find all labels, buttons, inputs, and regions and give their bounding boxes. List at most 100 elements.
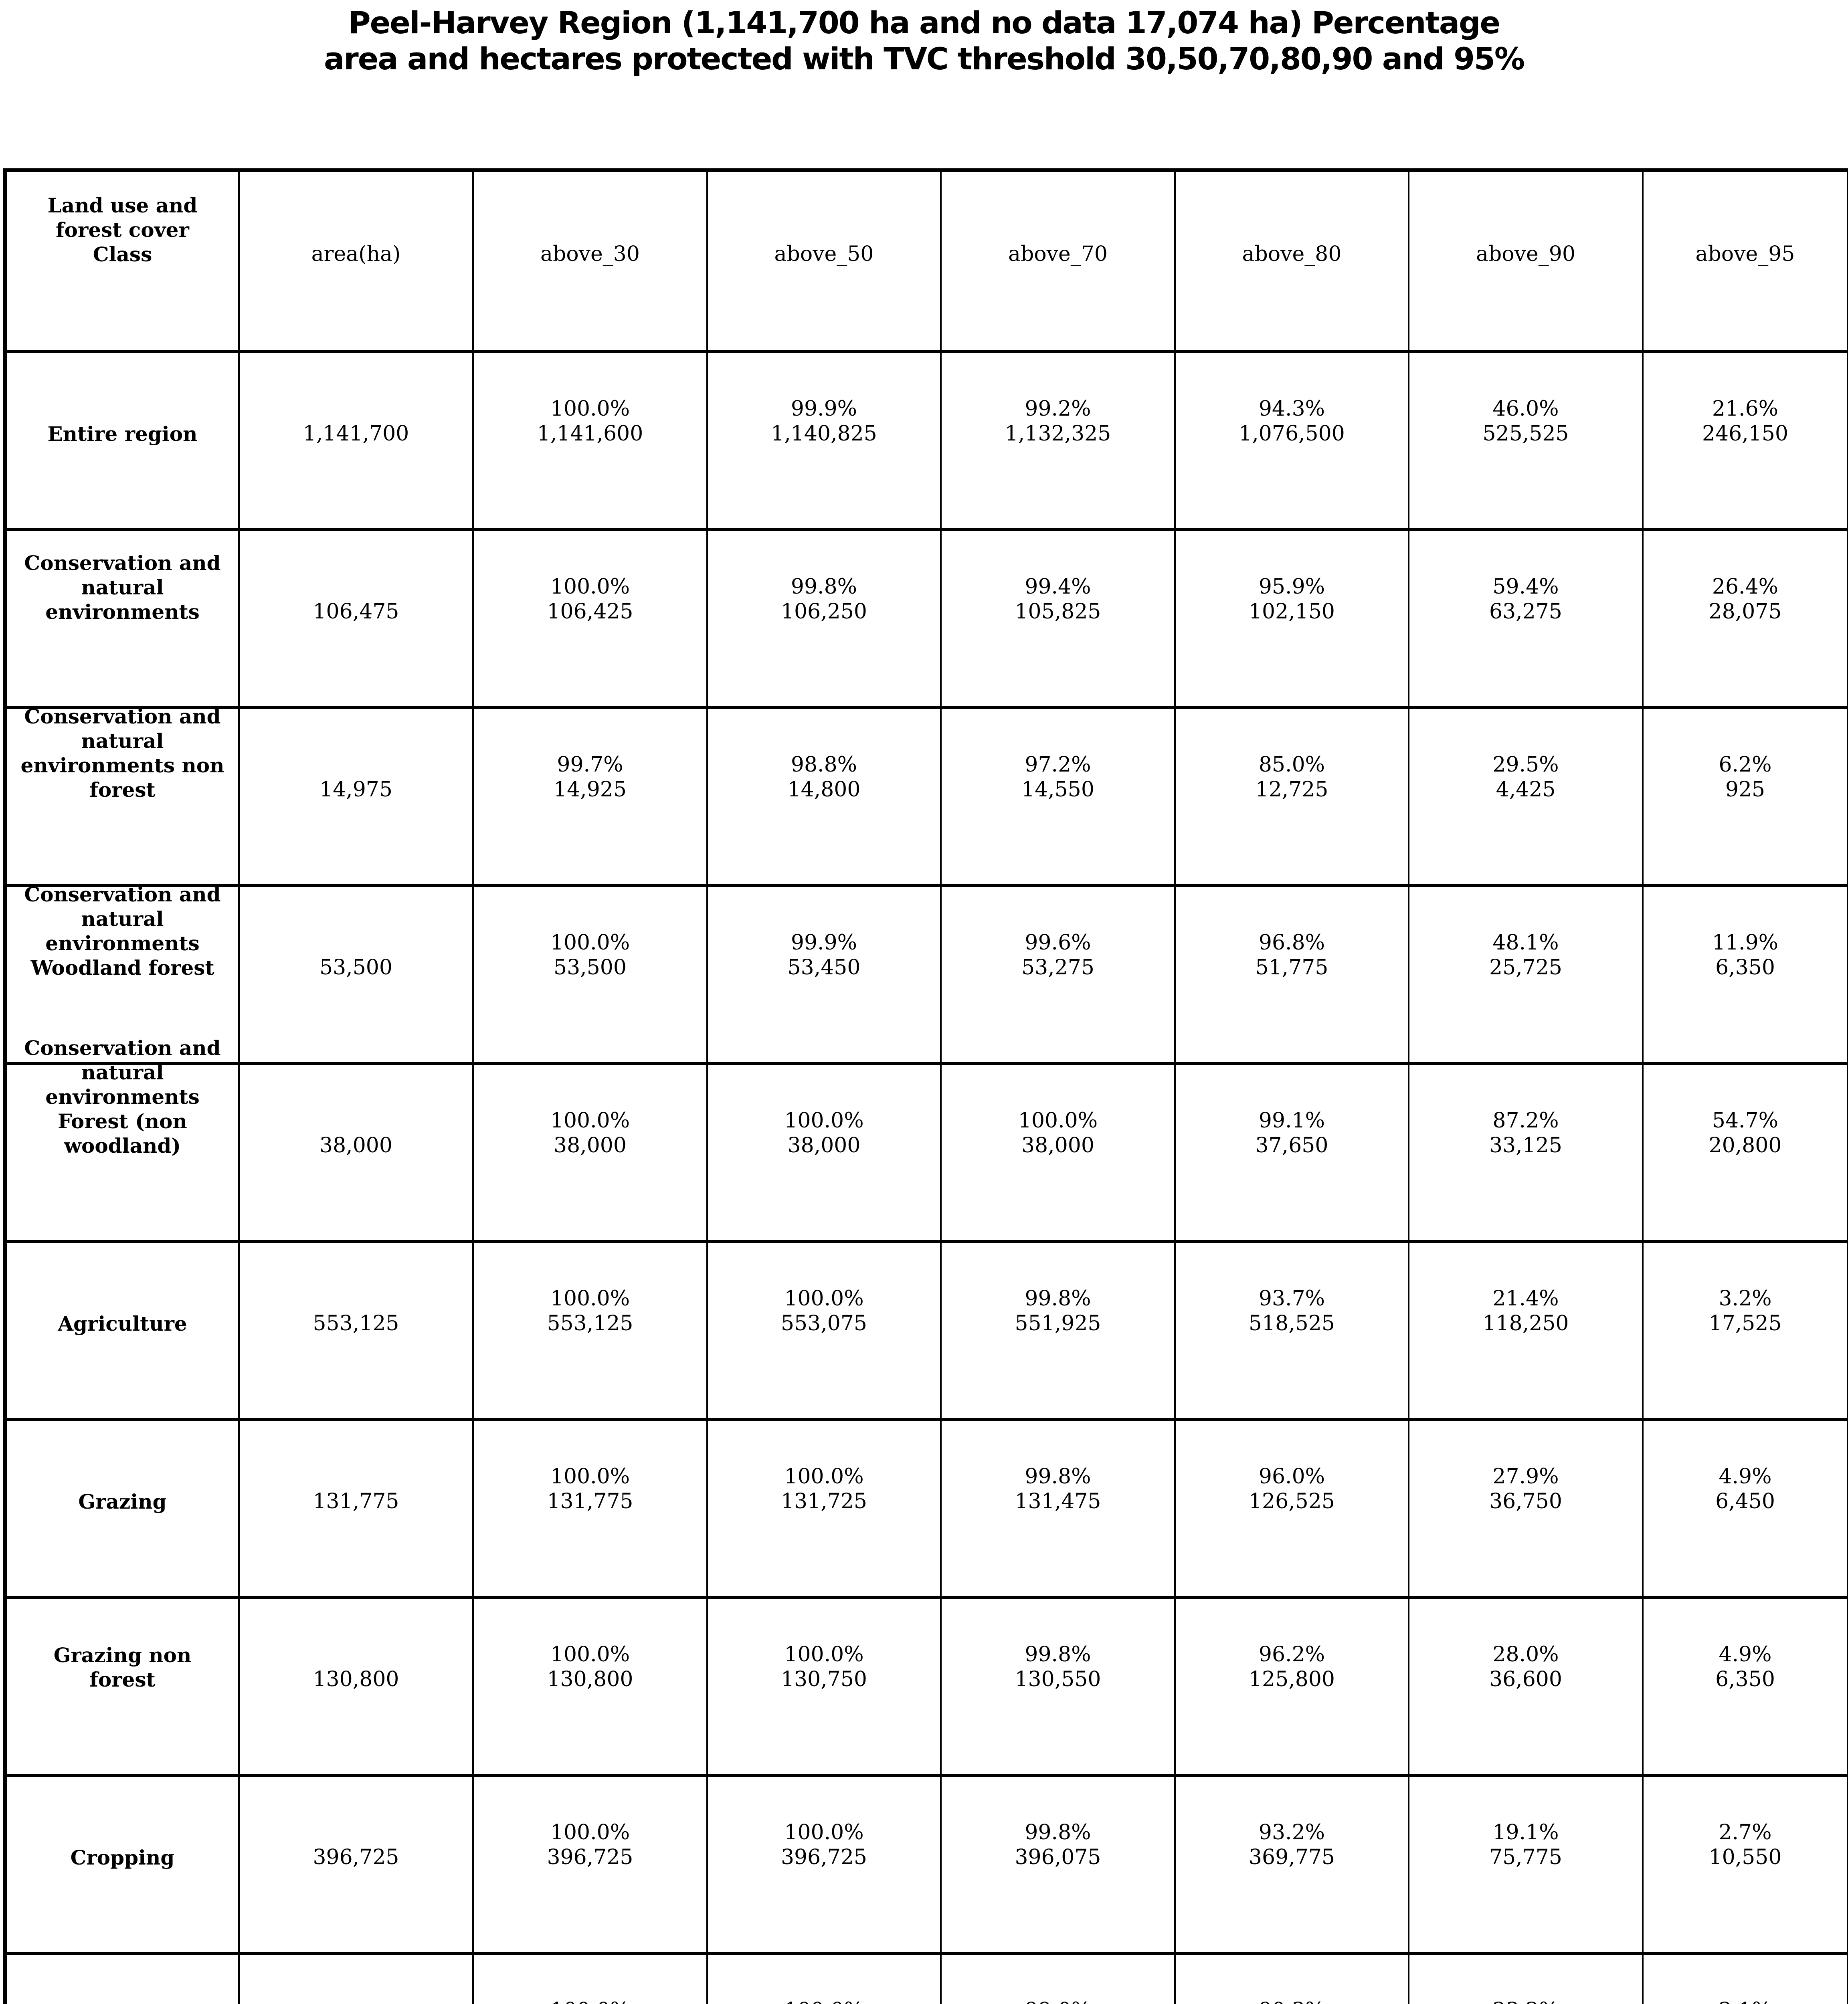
ha-value: 126,525 (1248, 1489, 1335, 1513)
header-cell-above-80: above_80 (1174, 172, 1408, 350)
ha-value: 20,800 (1708, 1133, 1782, 1158)
table-row-conservation-forest: Conservation and natural environments Fo… (7, 1036, 1847, 1240)
ha-value: 130,800 (547, 1667, 633, 1691)
ha-value: 925 (1725, 777, 1765, 802)
table-row-grazing-non-forest: Grazing non forest 130,800 100.0% 130,800… (7, 1596, 1847, 1774)
area-cell: 553,125 (238, 1243, 472, 1418)
ha-value: 130,550 (1015, 1667, 1101, 1691)
value-cell: 100.0% 53,500 (472, 887, 706, 1062)
value-cell: 99.8% 130,550 (940, 1599, 1174, 1774)
area-value: 1,141,700 (303, 421, 409, 446)
value-cell: 99.9% 53,450 (706, 887, 940, 1062)
table-row-entire-region: Entire region 1,141,700 100.0% 1,141,600 … (7, 350, 1847, 528)
value-cell: 100.0% 38,000 (472, 1065, 706, 1240)
pct-value: 99.9% (791, 930, 857, 955)
ha-value: 53,275 (1021, 955, 1094, 980)
value-cell: 100.0% 1,141,600 (472, 353, 706, 528)
value-cell: 54.7% 20,800 (1642, 1065, 1847, 1240)
value-cell: 26.4% 28,075 (1642, 531, 1847, 706)
row-label: Grazing (78, 1489, 167, 1513)
area-cell: 53,500 (238, 887, 472, 1062)
data-table: Land use and forest cover Class area(ha)… (3, 168, 1848, 2004)
ha-value: 6,350 (1715, 1667, 1775, 1691)
row-label-cell: Conservation and natural environments no… (7, 705, 238, 884)
ha-value: 1,132,325 (1005, 421, 1111, 446)
value-cell: 100.0% 396,725 (706, 1777, 940, 1952)
pct-value: 85.0% (1258, 752, 1325, 777)
pct-value: 97.2% (1025, 752, 1091, 777)
ha-value: 106,425 (547, 599, 633, 624)
ha-value: 17,525 (1708, 1311, 1782, 1335)
value-cell: 95.9% 102,150 (1174, 531, 1408, 706)
row-label-cell: Irrigation (7, 1955, 238, 2004)
value-cell: 21.4% 118,250 (1408, 1243, 1642, 1418)
header-label: above_95 (1695, 242, 1795, 266)
ha-value: 102,150 (1248, 599, 1335, 624)
area-value: 131,775 (313, 1489, 399, 1513)
area-value: 130,800 (313, 1667, 399, 1691)
value-cell: 27.9% 36,750 (1408, 1421, 1642, 1596)
value-cell: 100.0% 106,425 (472, 531, 706, 706)
value-cell: 4.9% 6,350 (1642, 1599, 1847, 1774)
ha-value: 551,925 (1015, 1311, 1101, 1335)
header-label: above_50 (774, 242, 874, 266)
value-cell: 94.3% 1,076,500 (1174, 353, 1408, 528)
ha-value: 1,076,500 (1239, 421, 1345, 446)
pct-value: 19.1% (1492, 1820, 1559, 1844)
ha-value: 131,775 (547, 1489, 633, 1513)
pct-value: 46.0% (1492, 396, 1559, 421)
ha-value: 106,250 (780, 599, 867, 624)
table-row-conservation: Conservation and natural environments 10… (7, 528, 1847, 706)
value-cell: 28.0% 36,600 (1408, 1599, 1642, 1774)
pct-value: 2.1% (1719, 1998, 1771, 2004)
area-value: 553,125 (313, 1311, 399, 1335)
value-cell: 100.0% 131,775 (472, 1421, 706, 1596)
pct-value: 54.7% (1712, 1108, 1779, 1133)
ha-value: 396,075 (1015, 1845, 1101, 1869)
value-cell: 99.4% 105,825 (940, 531, 1174, 706)
value-cell: 23.2%5,725 (1408, 1955, 1642, 2004)
row-label: Conservation and natural environments Wo… (24, 882, 221, 980)
pct-value: 100.0% (550, 930, 630, 955)
pct-value: 99.8% (1025, 1286, 1091, 1311)
value-cell: 99.9% 1,140,825 (706, 353, 940, 528)
pct-value: 99.8% (1025, 1464, 1091, 1489)
pct-value: 4.9% (1719, 1464, 1772, 1489)
pct-value: 99.0% (1025, 1998, 1091, 2004)
area-value: 106,475 (313, 599, 399, 624)
pct-value: 96.8% (1258, 930, 1325, 955)
row-label-cell: Cropping (7, 1777, 238, 1952)
ha-value: 14,550 (1021, 777, 1094, 802)
value-cell: 100.0%24,625 (706, 1955, 940, 2004)
pct-value: 99.8% (1025, 1820, 1091, 1844)
row-label: Grazing non forest (53, 1643, 192, 1691)
table-row-cropping: Cropping 396,725 100.0% 396,725 100.0% 396… (7, 1774, 1847, 1952)
pct-value: 100.0% (550, 1286, 630, 1311)
ha-value: 38,000 (787, 1133, 861, 1158)
value-cell: 87.2% 33,125 (1408, 1065, 1642, 1240)
value-cell: 100.0%24,625 (472, 1955, 706, 2004)
pct-value: 100.0% (550, 1642, 630, 1667)
area-cell: 24,625 (238, 1955, 472, 2004)
ha-value: 33,125 (1489, 1133, 1562, 1158)
pct-value: 99.4% (1025, 574, 1091, 599)
pct-value: 21.6% (1712, 396, 1779, 421)
pct-value: 2.7% (1719, 1820, 1772, 1844)
area-value: 38,000 (319, 1133, 392, 1158)
value-cell: 99.7% 14,925 (472, 709, 706, 884)
pct-value: 99.2% (1025, 396, 1091, 421)
ha-value: 1,140,825 (771, 421, 877, 446)
ha-value: 131,725 (780, 1489, 867, 1513)
value-cell: 96.0% 126,525 (1174, 1421, 1408, 1596)
pct-value: 23.2% (1492, 1998, 1559, 2004)
ha-value: 125,800 (1248, 1667, 1335, 1691)
pct-value: 96.0% (1258, 1464, 1325, 1489)
value-cell: 29.5% 4,425 (1408, 709, 1642, 884)
ha-value: 518,525 (1248, 1311, 1335, 1335)
pct-value: 100.0% (784, 1642, 864, 1667)
value-cell: 6.2% 925 (1642, 709, 1847, 884)
table-row-irrigation: Irrigation 24,625 100.0%24,625 100.0%24,… (7, 1952, 1847, 2004)
header-cell-area: area(ha) (238, 172, 472, 350)
pct-value: 100.0% (784, 1108, 864, 1133)
value-cell: 97.2% 14,550 (940, 709, 1174, 884)
